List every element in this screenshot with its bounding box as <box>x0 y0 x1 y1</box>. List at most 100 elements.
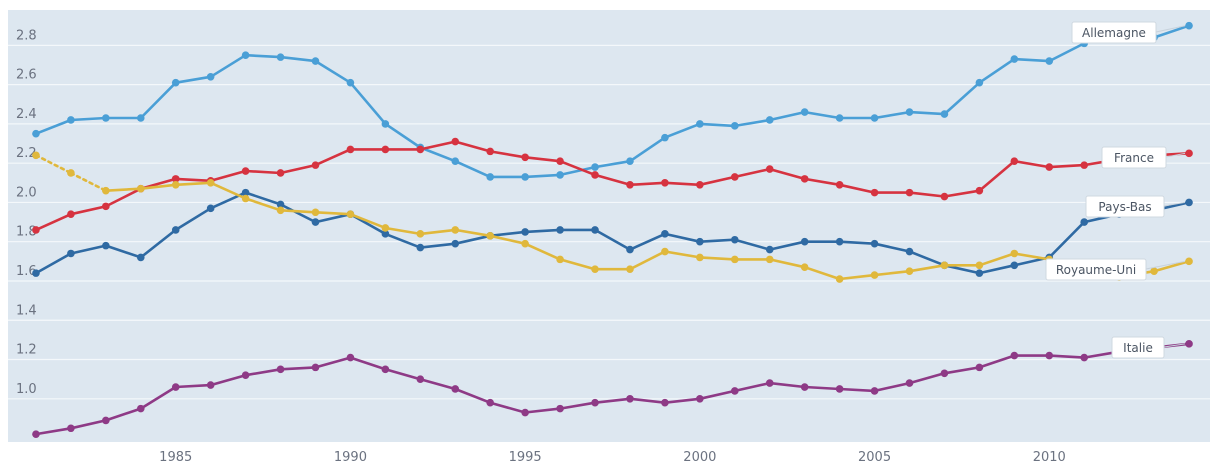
data-point-france <box>241 167 250 175</box>
data-point-france <box>67 210 75 219</box>
y-tick-label: 2.8 <box>16 28 37 43</box>
data-point-allemagne <box>136 114 145 122</box>
x-tick-label: 2000 <box>683 450 716 463</box>
data-point-pays-bas <box>591 226 599 234</box>
data-point-allemagne <box>206 72 215 81</box>
series-line-italie <box>34 342 1191 436</box>
data-point-france <box>661 179 669 187</box>
data-point-royaume-uni <box>556 255 564 264</box>
data-point-italie <box>416 375 425 383</box>
data-point-italie <box>1080 353 1089 362</box>
data-point-italie <box>765 379 774 387</box>
data-point-allemagne <box>521 173 529 181</box>
label-connector <box>1165 152 1186 158</box>
data-point-pays-bas <box>1080 218 1089 226</box>
data-point-royaume-uni <box>381 224 390 232</box>
data-point-royaume-uni <box>975 261 984 270</box>
data-point-allemagne <box>381 120 390 128</box>
data-point-italie <box>67 424 75 433</box>
data-point-france <box>521 153 529 162</box>
data-point-france <box>835 180 844 189</box>
data-point-allemagne <box>800 108 809 116</box>
data-point-royaume-uni <box>311 208 320 217</box>
data-point-france <box>171 175 180 183</box>
data-point-allemagne <box>730 122 739 130</box>
data-point-pays-bas <box>416 243 425 252</box>
data-point-italie <box>486 398 494 407</box>
label-connector <box>1145 260 1186 270</box>
data-point-royaume-uni <box>416 230 425 238</box>
data-point-royaume-uni <box>241 194 250 203</box>
x-tick-label: 2005 <box>858 450 891 463</box>
data-point-pays-bas <box>102 241 110 250</box>
data-point-allemagne <box>696 120 704 128</box>
data-point-france <box>940 192 949 201</box>
data-point-royaume-uni <box>171 180 180 189</box>
data-point-france <box>696 180 704 189</box>
data-point-royaume-uni <box>870 271 879 279</box>
data-point-italie <box>102 416 110 425</box>
data-point-royaume-uni <box>67 169 75 177</box>
data-point-italie <box>800 383 809 391</box>
data-point-allemagne <box>311 57 320 65</box>
data-point-royaume-uni <box>451 226 460 234</box>
data-point-royaume-uni <box>1010 249 1019 258</box>
data-point-pays-bas <box>206 204 215 213</box>
data-point-allemagne <box>102 114 110 122</box>
x-tick-label: 2010 <box>1033 450 1066 463</box>
data-point-allemagne <box>486 173 494 181</box>
series-label-text: Italie <box>1123 341 1153 355</box>
data-point-france <box>381 145 390 154</box>
series-label-france: France <box>1101 146 1186 169</box>
data-point-france <box>276 169 285 177</box>
data-point-france <box>1185 149 1193 158</box>
data-point-royaume-uni <box>730 255 739 264</box>
data-point-france <box>416 145 425 154</box>
y-tick-label: 2.2 <box>16 146 37 161</box>
label-box <box>1071 21 1157 44</box>
data-point-italie <box>136 404 145 413</box>
data-point-royaume-uni <box>835 275 844 283</box>
data-point-france <box>765 165 774 173</box>
label-connector <box>1155 25 1186 33</box>
data-point-italie <box>1010 351 1019 360</box>
x-tick-label: 1995 <box>509 450 542 463</box>
data-point-france <box>451 137 460 146</box>
data-point-france <box>1080 161 1089 169</box>
y-tick-label: 1.2 <box>16 343 37 358</box>
data-point-royaume-uni <box>486 232 494 240</box>
data-point-pays-bas <box>661 230 669 238</box>
data-point-france <box>800 175 809 183</box>
data-point-allemagne <box>870 114 879 122</box>
data-point-italie <box>451 385 460 393</box>
label-connector <box>1163 343 1186 348</box>
series-pays-bas <box>32 188 1193 277</box>
series-label-italie: Italie <box>1111 336 1186 359</box>
y-tick-label: 2.0 <box>16 185 37 200</box>
data-point-allemagne <box>765 116 774 124</box>
data-point-pays-bas <box>835 237 844 246</box>
data-point-france <box>730 173 739 181</box>
data-point-allemagne <box>1185 21 1193 30</box>
y-tick-label: 2.6 <box>16 68 37 83</box>
data-point-allemagne <box>1010 55 1019 63</box>
series-label-text: Allemagne <box>1082 26 1146 40</box>
y-tick-label: 1.0 <box>16 382 37 397</box>
data-point-france <box>311 161 320 169</box>
data-point-pays-bas <box>451 239 460 248</box>
data-point-allemagne <box>661 133 669 142</box>
data-point-allemagne <box>32 129 40 138</box>
x-tick-label: 1990 <box>334 450 367 463</box>
label-connector <box>1163 201 1186 207</box>
data-point-pays-bas <box>765 245 774 254</box>
data-point-royaume-uni <box>102 186 110 195</box>
data-point-royaume-uni <box>206 179 215 187</box>
label-box <box>1111 336 1165 359</box>
data-point-pays-bas <box>67 249 75 258</box>
plot-background <box>8 10 1210 442</box>
data-point-italie <box>1045 351 1054 360</box>
data-point-pays-bas <box>171 226 180 234</box>
data-point-pays-bas <box>311 218 320 226</box>
